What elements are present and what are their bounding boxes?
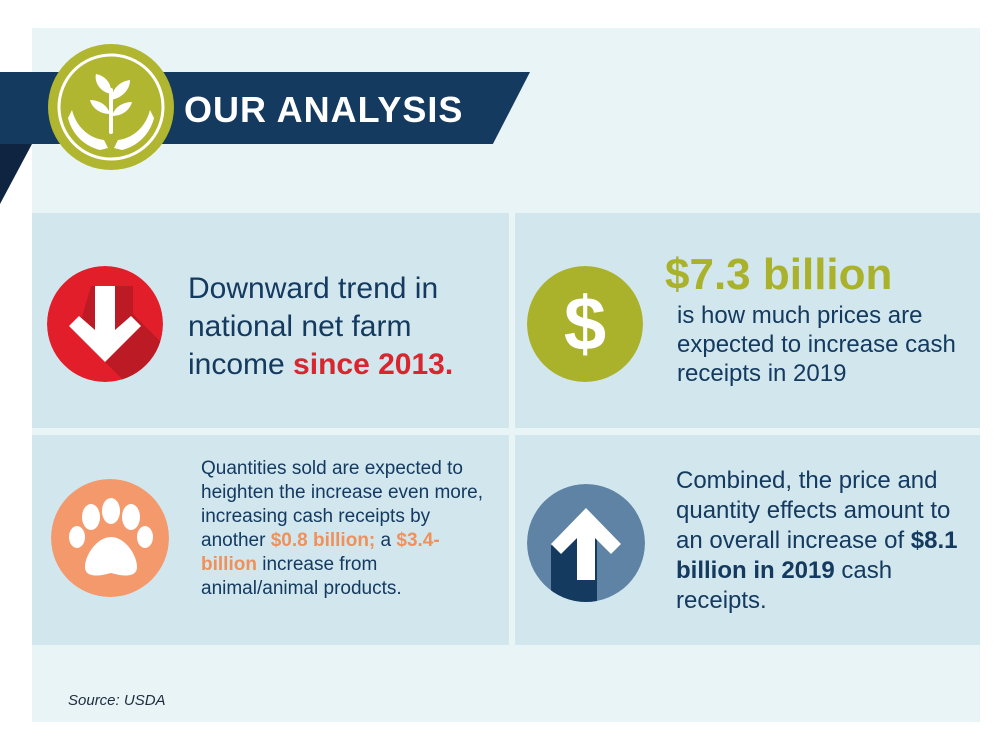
card-text: Quantities sold are expected to heighten… xyxy=(201,458,484,551)
card-text: increase from animal/animal products. xyxy=(201,554,402,599)
paw-print-icon xyxy=(51,479,169,597)
net-farm-income-text: Downward trend in national net farm inco… xyxy=(188,270,488,384)
combined-effect-text: Combined, the price and quantity effects… xyxy=(676,466,966,616)
svg-text:$: $ xyxy=(564,282,606,367)
banner-fold xyxy=(0,144,32,204)
card-text: Downward trend in national net farm inco… xyxy=(188,272,439,381)
highlight-8-1-billion: $8.1 billion in 2019 xyxy=(676,527,958,584)
quantity-effect-text: Quantities sold are expected to heighten… xyxy=(201,457,491,601)
price-effect-text: is how much prices are expected to incre… xyxy=(677,302,956,387)
card-text: cash receipts. xyxy=(676,557,893,614)
card-text: Combined, the price and quantity effects… xyxy=(676,467,951,554)
price-effect-value: $7.3 billion xyxy=(665,250,893,299)
card-text: a xyxy=(375,530,397,551)
page-title: OUR ANALYSIS xyxy=(184,89,464,130)
highlight-3-4-billion: $3.4-billion xyxy=(201,530,440,575)
highlight-since-2013: since 2013. xyxy=(293,348,454,381)
dollar-sign-icon: $ xyxy=(527,266,643,382)
highlight-0-8-billion: $0.8 billion; xyxy=(270,530,376,551)
arrow-down-icon xyxy=(47,266,163,382)
sprout-hands-icon xyxy=(48,44,174,170)
source-note: Source: USDA xyxy=(68,692,166,709)
arrow-up-icon xyxy=(527,484,645,602)
